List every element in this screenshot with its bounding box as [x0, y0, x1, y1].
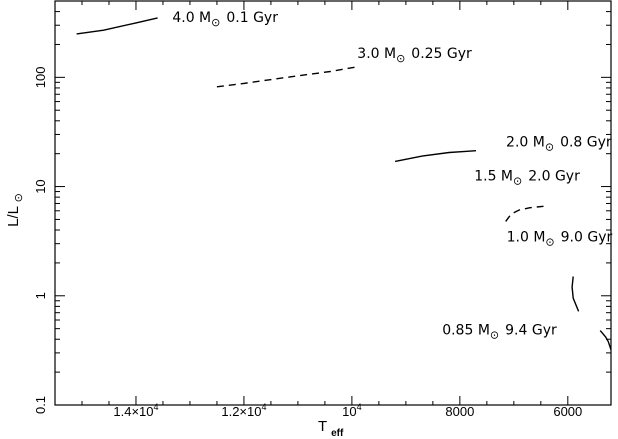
sun-symbol-icon: ⊙ — [211, 16, 220, 29]
series-label-age: 9.4 Gyr — [505, 323, 557, 339]
series-label-1: 4.0 M⊙ 0.1 Gyr — [172, 10, 278, 29]
series-label-age: 9.0 Gyr — [561, 230, 613, 246]
series-group — [76, 17, 612, 351]
series-line-5 — [571, 276, 580, 312]
x-axis-title-sub: eff — [331, 428, 344, 439]
series-label-mass: 0.85 M — [442, 323, 490, 339]
y-tick-label: 1 — [33, 292, 48, 299]
series-line-4 — [505, 205, 544, 222]
x-tick-label: 1.2×104 — [221, 402, 266, 419]
y-tick-label-group: 100 — [33, 66, 48, 88]
plot-frame — [54, 0, 612, 406]
x-tick-label: 104 — [342, 402, 361, 419]
series-label-mass: 1.0 M — [507, 230, 546, 246]
series-line-6 — [599, 330, 612, 351]
series-label-2: 3.0 M⊙ 0.25 Gyr — [357, 46, 472, 65]
series-label-6: 0.85 M⊙ 9.4 Gyr — [442, 323, 557, 342]
series-label-mass: 4.0 M — [172, 10, 211, 26]
x-axis-title-main: T — [318, 418, 327, 435]
series-label-mass: 2.0 M — [506, 135, 545, 151]
y-axis-title-main: L/L — [5, 206, 22, 227]
x-tick-label-base: 10 — [342, 404, 356, 419]
x-tick-label-base: 1.4×10 — [113, 404, 153, 419]
x-tick-label: 1.4×104 — [113, 402, 158, 419]
series-line-2 — [216, 66, 358, 88]
sun-symbol-icon: ⊙ — [545, 141, 554, 154]
y-axis-title: L/L ⊙ — [5, 193, 25, 227]
y-tick-label-group: 10 — [33, 179, 48, 193]
x-tick-label-base: 1.2×10 — [221, 404, 261, 419]
series-label-age: 0.25 Gyr — [411, 46, 472, 62]
y-tick-label-group: 1 — [33, 292, 48, 299]
x-axis-ticks: 1.4×104 1.2×104 104 8000 6000 — [81, 1, 582, 419]
series-label-mass: 3.0 M — [357, 46, 396, 62]
y-axis-title-sub: ⊙ — [13, 193, 25, 202]
x-tick-label-exponent: 4 — [154, 402, 159, 412]
y-axis-ticks: 0.1 1 10 100 — [33, 0, 611, 414]
y-tick-label-group: 0.1 — [33, 396, 48, 414]
series-label-5: 1.0 M⊙ 9.0 Gyr — [507, 230, 613, 249]
series-label-age: 0.1 Gyr — [226, 10, 278, 26]
sun-symbol-icon: ⊙ — [490, 329, 499, 342]
series-label-age: 2.0 Gyr — [528, 168, 580, 184]
svg-text:L/L ⊙: L/L ⊙ — [5, 193, 25, 227]
x-tick-label-exponent: 4 — [261, 402, 266, 412]
series-label-mass: 1.5 M — [474, 168, 513, 184]
series-line-1 — [76, 17, 158, 35]
x-tick-label-exponent: 4 — [357, 402, 362, 412]
y-tick-label: 0.1 — [33, 396, 48, 414]
sun-symbol-icon: ⊙ — [396, 52, 405, 65]
series-line-3 — [394, 150, 477, 163]
sun-symbol-icon: ⊙ — [513, 174, 522, 187]
y-tick-label: 10 — [33, 179, 48, 193]
x-tick-label: 6000 — [553, 404, 582, 419]
y-tick-label: 100 — [33, 66, 48, 88]
sun-symbol-icon: ⊙ — [545, 236, 554, 249]
series-label-3: 2.0 M⊙ 0.8 Gyr — [506, 135, 612, 154]
series-label-4: 1.5 M⊙ 2.0 Gyr — [474, 168, 580, 187]
x-axis-title: T eff — [318, 418, 344, 439]
series-label-age: 0.8 Gyr — [560, 135, 612, 151]
x-tick-label: 8000 — [445, 404, 474, 419]
